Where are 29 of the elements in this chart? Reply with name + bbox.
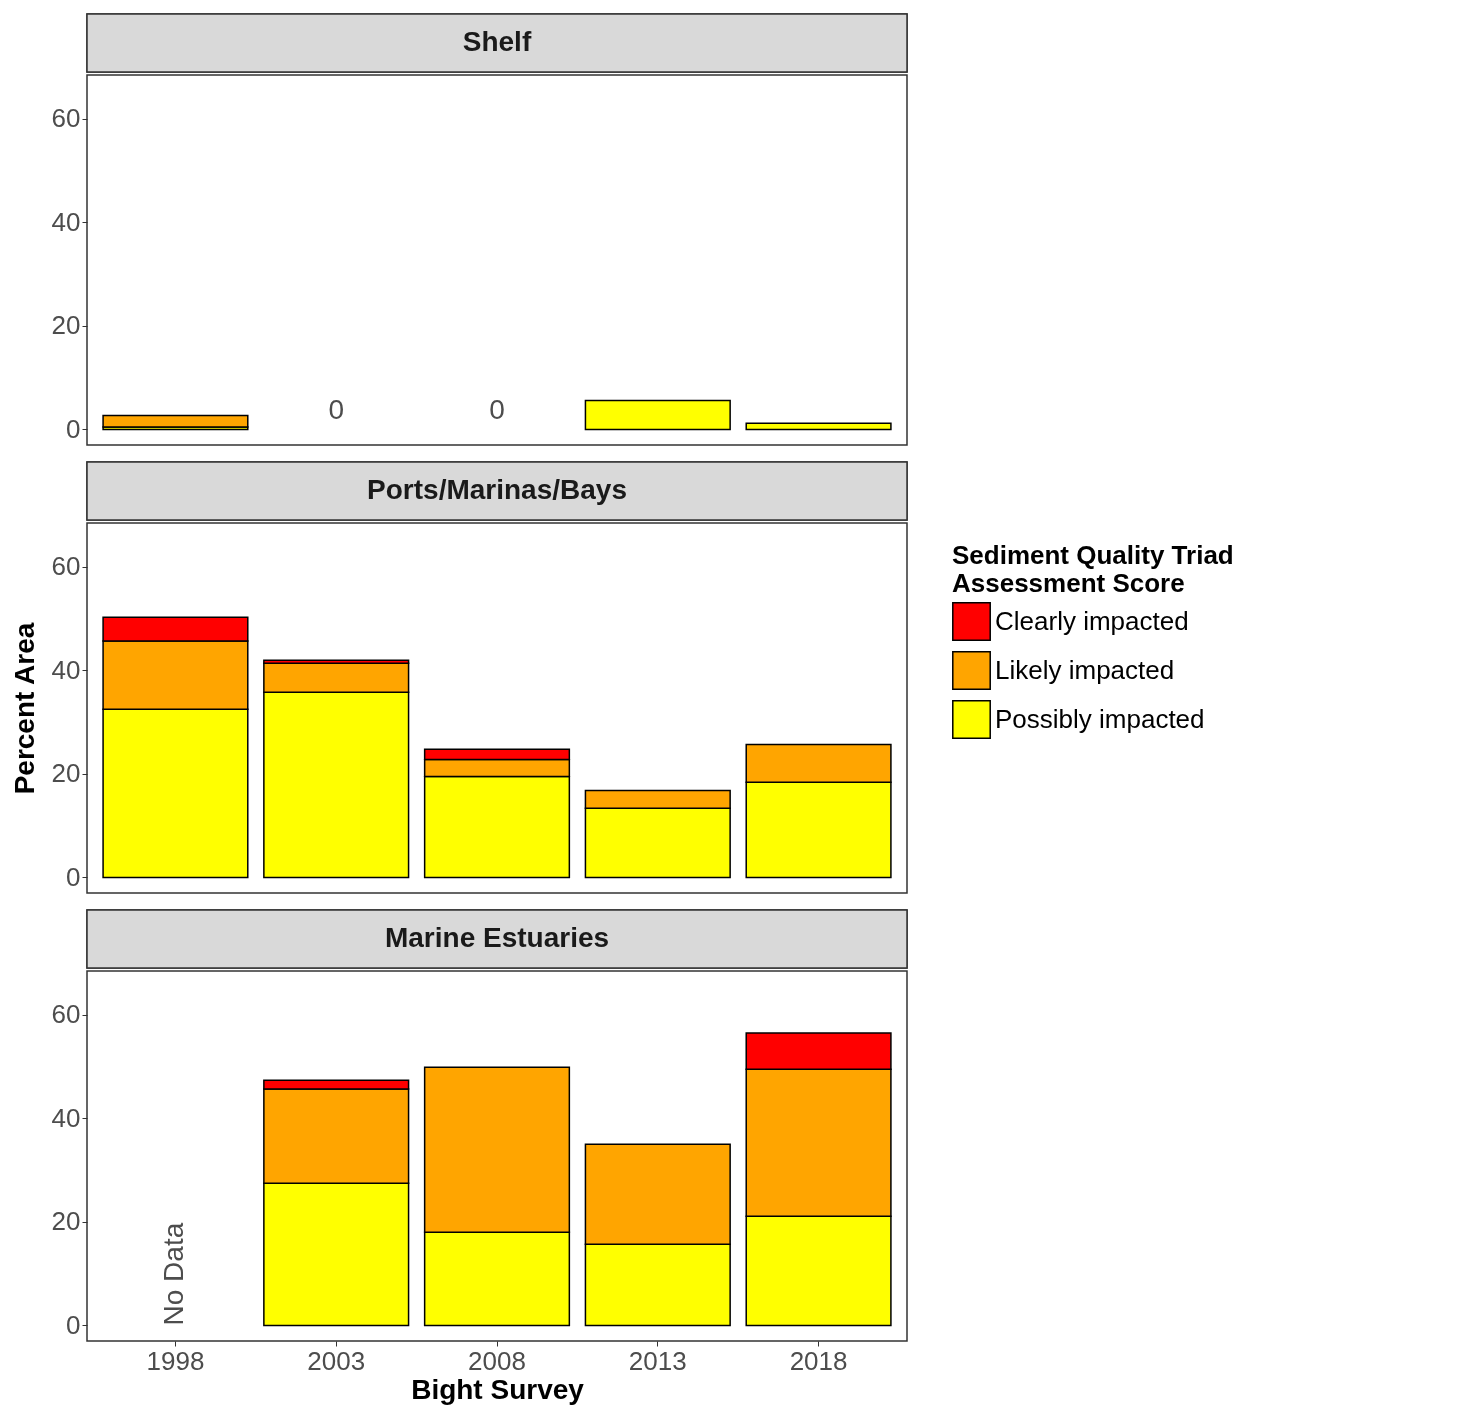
data-label: 0 (328, 394, 344, 426)
y-tick-label: 40 (51, 206, 81, 237)
x-tick-label: 2008 (468, 1345, 526, 1376)
y-axis-title: Percent Area (8, 622, 40, 795)
y-tick-label: 60 (51, 103, 81, 134)
y-tick-label: 40 (51, 654, 81, 685)
y-tick-label: 20 (51, 1206, 81, 1237)
annotation: No Data (158, 1222, 190, 1326)
x-tick-label: 1998 (146, 1345, 205, 1376)
legend-label: Clearly impacted (995, 605, 1189, 636)
legend-title: Sediment Quality Triad Assessment Score (952, 540, 1234, 598)
y-tick-label: 20 (51, 310, 81, 341)
y-tick-label: 60 (51, 999, 81, 1030)
chart-title: Ports/Marinas/Bays (367, 474, 627, 505)
chart-title: Shelf (462, 26, 532, 57)
legend-label: Likely impacted (995, 654, 1175, 685)
y-tick-label: 0 (66, 861, 81, 892)
data-label: 0 (489, 394, 505, 426)
chart-title: Marine Estuaries (384, 922, 610, 953)
x-tick-label: 2013 (628, 1345, 687, 1376)
y-tick-label: 40 (51, 1102, 81, 1133)
x-tick-label: 2018 (789, 1345, 848, 1376)
y-tick-label: 0 (66, 413, 81, 444)
legend-label: Possibly impacted (995, 703, 1205, 734)
x-tick-label: 2003 (307, 1345, 366, 1376)
y-tick-label: 60 (51, 551, 81, 582)
y-tick-label: 0 (66, 1309, 81, 1340)
y-tick-label: 20 (51, 758, 81, 789)
x-axis-title: Bight Survey (411, 1373, 585, 1405)
